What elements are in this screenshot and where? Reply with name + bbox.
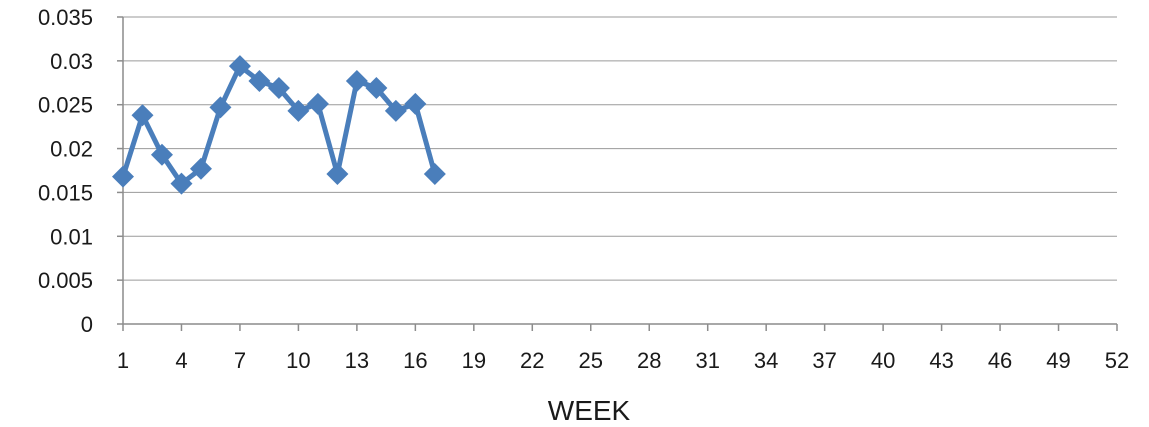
data-point — [384, 99, 407, 122]
x-tick-label: 34 — [754, 348, 778, 373]
x-tick-label: 46 — [988, 348, 1012, 373]
y-tick-label: 0.02 — [50, 137, 93, 162]
data-point — [306, 92, 329, 115]
x-tick-label: 25 — [579, 348, 603, 373]
data-point — [189, 157, 212, 180]
data-point — [248, 70, 271, 93]
series-group — [112, 55, 446, 195]
x-axis-tick-labels: 1 4 7 10 13 16 19 22 25 28 31 34 37 40 43 46 49 52 — [117, 348, 1129, 373]
x-tick-label: 22 — [520, 348, 544, 373]
x-tick-label: 16 — [403, 348, 427, 373]
y-tick-label: 0.035 — [38, 5, 93, 30]
y-axis-tick-labels: 0 0.005 0.01 0.015 0.02 0.025 0.03 0.035 — [38, 5, 93, 337]
y-tick-label: 0.005 — [38, 268, 93, 293]
axes — [117, 16, 1118, 331]
data-point — [112, 165, 134, 188]
x-tick-label: 31 — [695, 348, 719, 373]
data-point — [267, 77, 290, 100]
y-tick-label: 0.01 — [50, 224, 93, 249]
x-tick-label: 52 — [1105, 348, 1129, 373]
x-tick-label: 4 — [175, 348, 187, 373]
x-tick-label: 1 — [117, 348, 129, 373]
data-point — [423, 163, 446, 186]
y-tick-label: 0.015 — [38, 180, 93, 205]
y-tick-label: 0 — [81, 312, 93, 337]
y-tick-label: 0.025 — [38, 93, 93, 118]
data-point — [209, 96, 232, 119]
data-point — [150, 143, 173, 166]
x-tick-label: 7 — [234, 348, 246, 373]
x-tick-label: 43 — [929, 348, 953, 373]
x-tick-label: 49 — [1046, 348, 1070, 373]
data-point — [131, 104, 154, 127]
data-point — [404, 92, 427, 115]
x-tick-label: 28 — [637, 348, 661, 373]
data-point — [287, 99, 310, 122]
x-tick-label: 10 — [286, 348, 310, 373]
x-tick-label: 13 — [345, 348, 369, 373]
data-point — [228, 55, 251, 78]
data-point — [365, 77, 388, 100]
y-tick-label: 0.03 — [50, 49, 93, 74]
x-axis-title: WEEK — [548, 395, 631, 426]
x-tick-label: 40 — [871, 348, 895, 373]
gridlines — [123, 16, 1117, 281]
x-tick-label: 37 — [812, 348, 836, 373]
x-tick-label: 19 — [462, 348, 486, 373]
data-point — [170, 172, 193, 195]
data-point — [326, 163, 349, 186]
data-point — [345, 70, 368, 93]
